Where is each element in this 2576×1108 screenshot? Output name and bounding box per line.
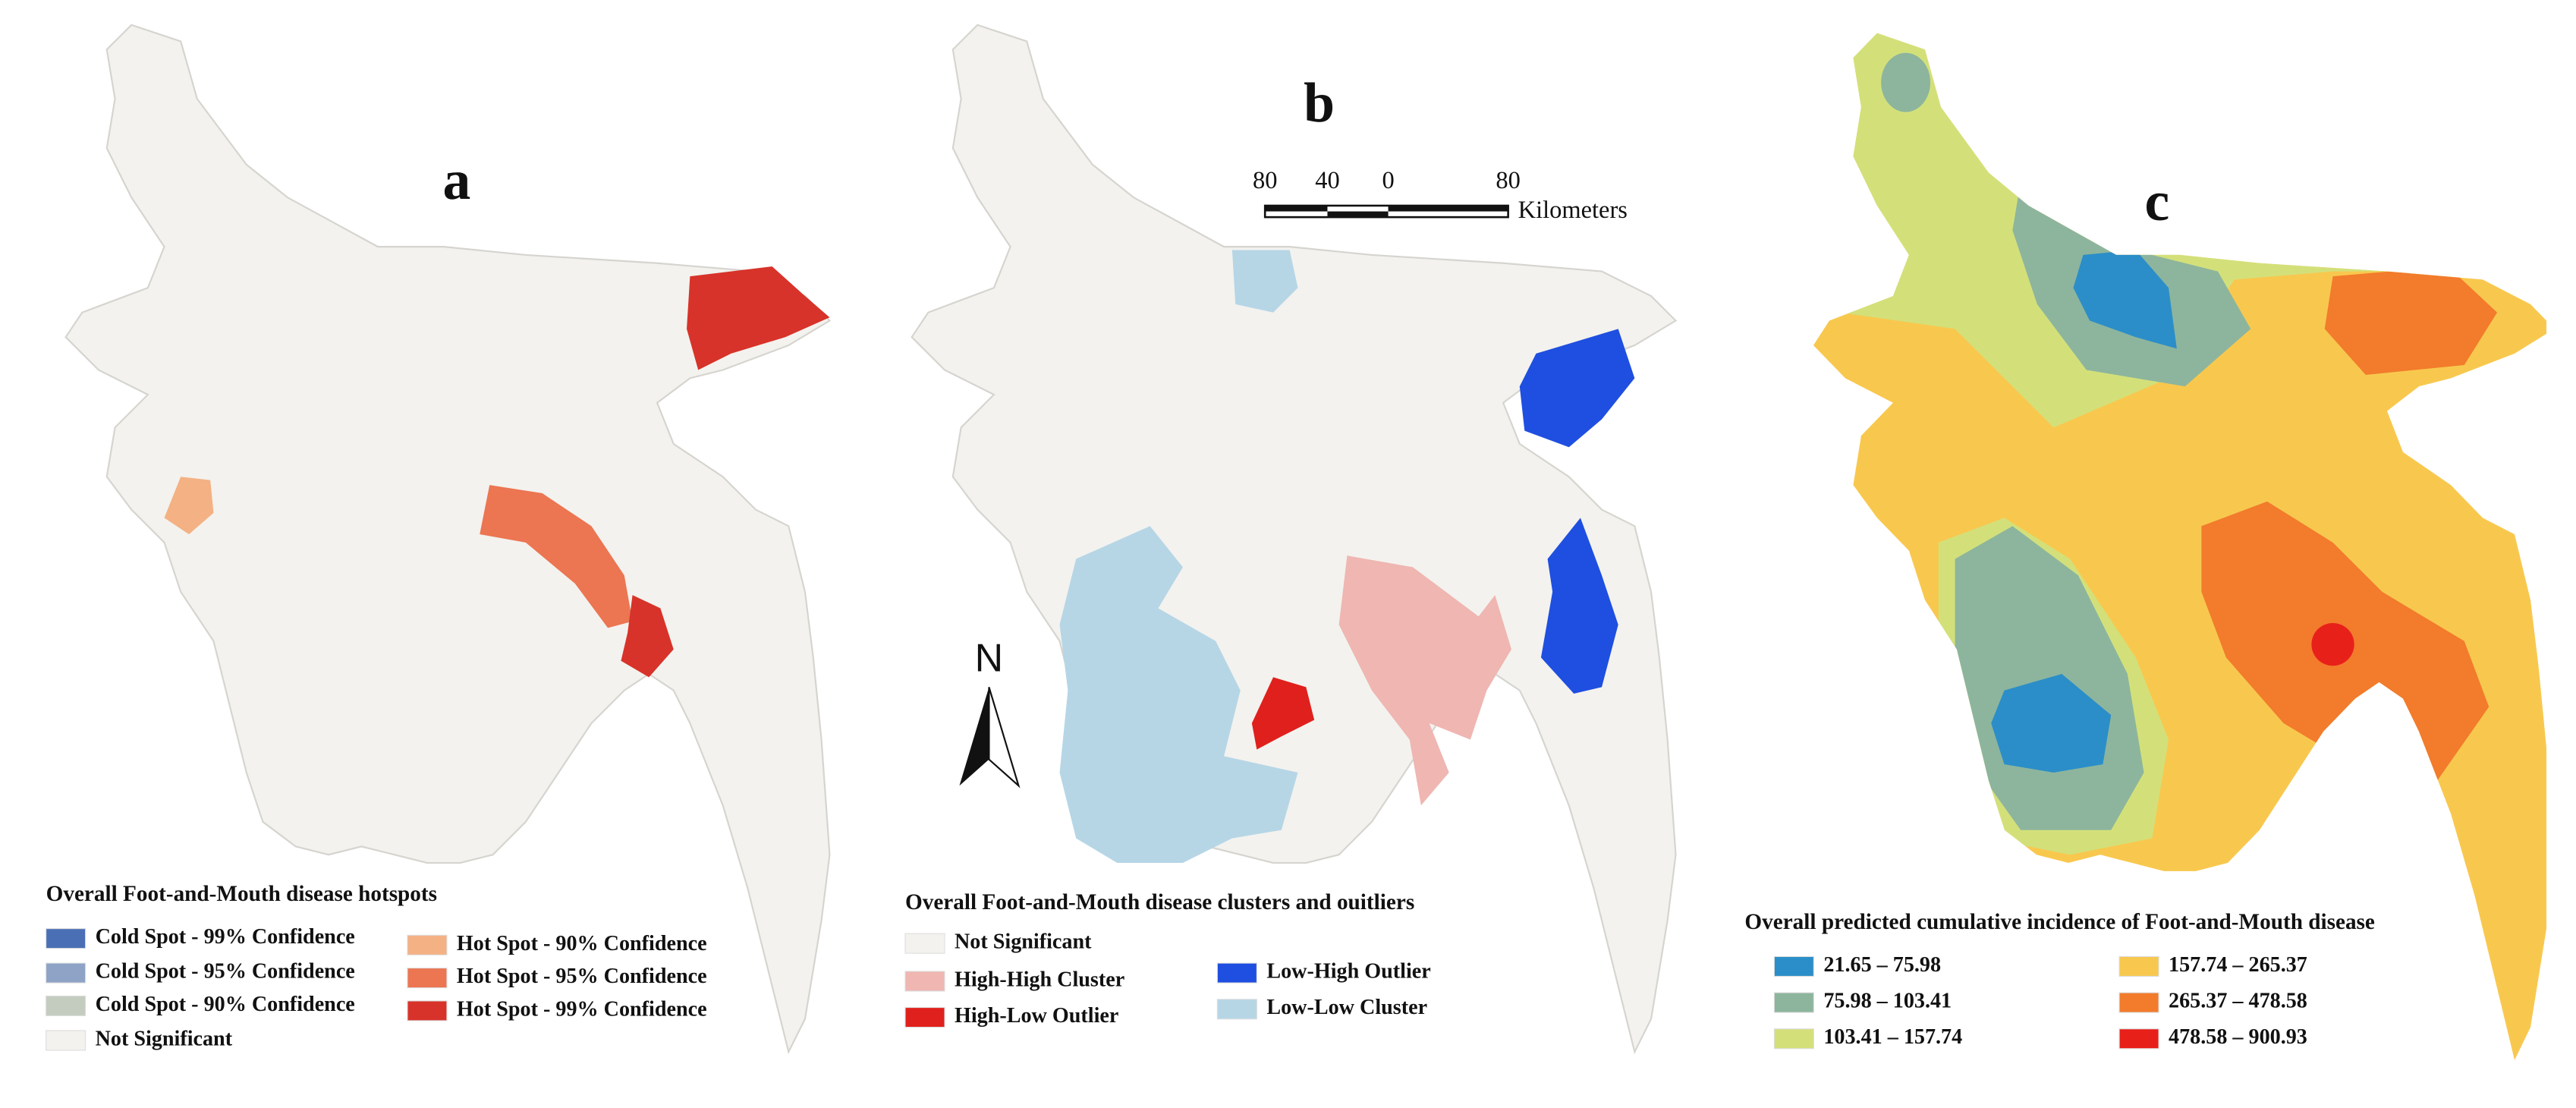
scale-tick-label: 80 <box>1496 167 1520 194</box>
legend-label: 265.37 – 478.58 <box>2169 990 2307 1013</box>
legend-label: 75.98 – 103.41 <box>1823 990 1952 1013</box>
legend-label: High-High Cluster <box>955 968 1124 991</box>
legend-swatch <box>2118 955 2159 977</box>
legend-title: Overall Foot-and-Mouth disease clusters … <box>905 890 1414 914</box>
legend-swatch <box>2118 992 2159 1013</box>
hotspot-99 <box>687 266 830 370</box>
surface-478 <box>2311 622 2354 666</box>
legend-swatch <box>1216 962 1257 984</box>
legend-swatch <box>904 1007 945 1028</box>
scale-bar-segment <box>1265 205 1328 212</box>
scale-tick-label: 0 <box>1382 167 1394 194</box>
legend-label: Cold Spot - 95% Confidence <box>96 960 355 984</box>
scale-tick-label: 80 <box>1253 167 1277 194</box>
legend-label: 21.65 – 75.98 <box>1823 953 1941 977</box>
map-b <box>911 24 1677 1053</box>
legend-label: High-Low Outlier <box>955 1004 1118 1028</box>
legend-label: Hot Spot - 90% Confidence <box>457 932 707 955</box>
legend-label: Not Significant <box>955 930 1092 954</box>
legend-swatch <box>1773 955 1814 977</box>
legend-swatch <box>407 968 448 989</box>
legend-swatch <box>904 933 945 954</box>
north-arrow <box>988 687 1021 789</box>
scale-bar-segment <box>1388 205 1508 212</box>
scale-bar <box>1263 204 1509 219</box>
legend-label: Hot Spot - 99% Confidence <box>457 997 707 1021</box>
legend-title: Overall predicted cumulative incidence o… <box>1744 910 2375 934</box>
legend-swatch <box>46 1030 86 1051</box>
panel-label: c <box>2145 170 2170 232</box>
legend-swatch <box>1773 1028 1814 1050</box>
low-high-outlier <box>1540 518 1618 694</box>
legend-swatch <box>46 995 86 1016</box>
surface-21 <box>1991 674 2112 773</box>
legend-swatch <box>2118 1028 2159 1050</box>
legend-label: 157.74 – 265.37 <box>2169 953 2307 977</box>
low-low-cluster <box>1059 526 1298 864</box>
legend-swatch <box>1773 992 1814 1013</box>
legend-label: Cold Spot - 99% Confidence <box>96 925 355 949</box>
legend-label: Low-Low Cluster <box>1266 996 1427 1019</box>
surface-265 <box>2324 266 2498 375</box>
labels: a Overall Foot-and-Mouth disease hotspots… <box>46 71 2375 1051</box>
map-a <box>64 24 831 1053</box>
legend-title: Overall Foot-and-Mouth disease hotspots <box>46 882 437 906</box>
hotspot-90 <box>164 477 214 535</box>
high-low-outlier <box>1251 677 1315 750</box>
legend-label: Low-High Outlier <box>1266 960 1430 984</box>
legend-swatch <box>904 971 945 992</box>
hotspot-99 <box>621 595 674 678</box>
legend-label: 478.58 – 900.93 <box>2169 1025 2307 1049</box>
hotspot-95 <box>480 485 633 628</box>
map-c <box>1813 33 2547 1060</box>
legend-swatch <box>46 962 86 984</box>
panel-label: a <box>443 149 471 211</box>
legend-label: Cold Spot - 90% Confidence <box>96 993 355 1016</box>
low-high-outlier <box>1519 329 1635 448</box>
scale-tick-label: 40 <box>1315 167 1339 194</box>
legend-label: 103.41 – 157.74 <box>1823 1025 1962 1049</box>
panel-label: b <box>1304 71 1335 134</box>
legend-swatch <box>407 934 448 955</box>
surface-75 <box>1881 52 1931 112</box>
surface-21 <box>2073 250 2177 349</box>
legend-label: Not Significant <box>96 1027 233 1050</box>
north-label: N <box>975 636 1004 680</box>
legend-swatch <box>407 1000 448 1021</box>
legend-label: Hot Spot - 95% Confidence <box>457 965 707 988</box>
scale-unit: Kilometers <box>1518 197 1628 224</box>
legend-swatch <box>1216 999 1257 1020</box>
high-high-cluster <box>1338 556 1511 806</box>
legend-swatch <box>46 928 86 949</box>
low-low-cluster <box>1231 250 1298 313</box>
scale-bar-segment <box>1327 211 1389 218</box>
